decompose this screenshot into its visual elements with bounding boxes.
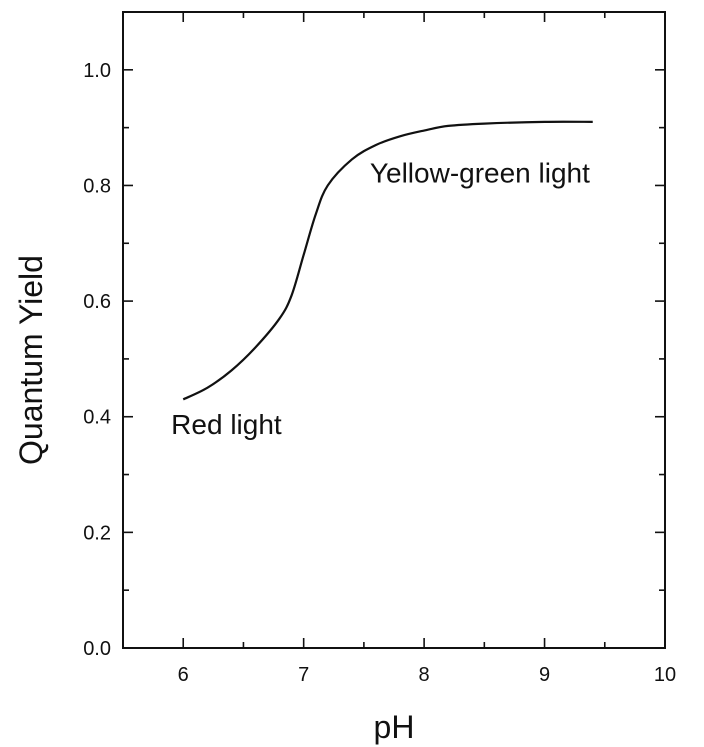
y-tick-label: 0.4 [83,407,111,429]
x-axis-title: pH [374,709,415,745]
x-tick-label: 10 [654,664,676,686]
y-axis-title: Quantum Yield [13,255,49,465]
series [182,120,593,401]
ticks [122,11,666,649]
axes [122,11,666,649]
annotation-yellow-green: Yellow-green light [370,158,590,189]
x-tick-label: 8 [419,664,430,686]
annotations: Yellow-green light Red light [171,158,590,441]
y-tick-label: 0.2 [83,522,111,544]
annotation-red: Red light [171,409,282,440]
x-tick-label: 9 [539,664,550,686]
y-tick-label: 0.8 [83,175,111,197]
x-tick-label: 6 [178,664,189,686]
tick-labels: 6 7 8 9 10 0.0 0.2 0.4 0.6 0.8 1.0 [83,60,676,686]
series-line [182,120,593,401]
y-tick-label: 0.6 [83,291,111,313]
y-tick-label: 0.0 [83,638,111,660]
x-tick-label: 7 [298,664,309,686]
y-tick-label: 1.0 [83,60,111,82]
plot-frame [122,11,666,649]
